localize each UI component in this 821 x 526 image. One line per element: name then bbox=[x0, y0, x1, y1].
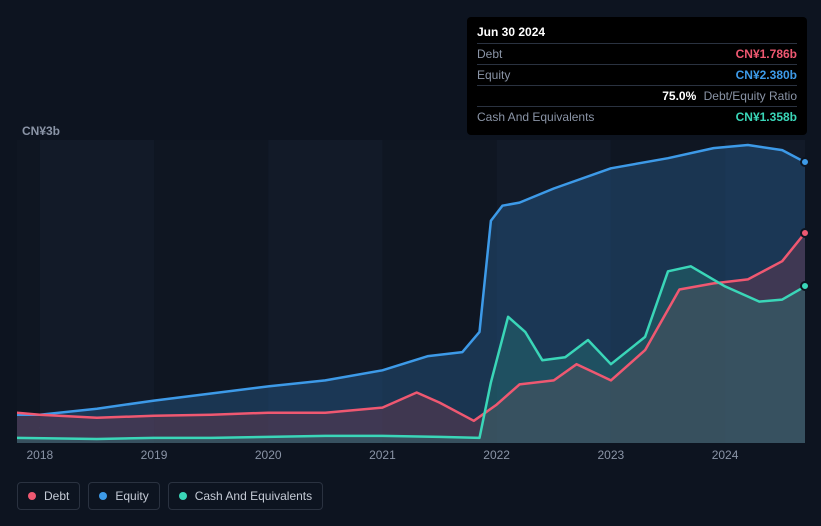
legend-item-debt[interactable]: Debt bbox=[17, 482, 80, 510]
tooltip-row-suffix: Debt/Equity Ratio bbox=[700, 89, 797, 103]
series-endpoint-cash bbox=[800, 281, 810, 291]
tooltip-date: Jun 30 2024 bbox=[477, 25, 797, 43]
legend-item-cash[interactable]: Cash And Equivalents bbox=[168, 482, 323, 510]
legend-dot-icon bbox=[179, 492, 187, 500]
tooltip-row-label: Equity bbox=[477, 68, 510, 82]
y-axis-label-max: CN¥3b bbox=[22, 124, 60, 138]
tooltip-row: Equity CN¥2.380b bbox=[477, 64, 797, 85]
x-axis-tick: 2022 bbox=[483, 448, 510, 462]
tooltip-row-label: Debt bbox=[477, 47, 502, 61]
tooltip-row: Cash And Equivalents CN¥1.358b bbox=[477, 106, 797, 127]
tooltip-row-label: Cash And Equivalents bbox=[477, 110, 594, 124]
legend-item-label: Equity bbox=[115, 489, 148, 503]
x-axis-tick: 2024 bbox=[712, 448, 739, 462]
tooltip-row-value: CN¥1.358b bbox=[736, 110, 797, 124]
series-endpoint-debt bbox=[800, 228, 810, 238]
legend-dot-icon bbox=[28, 492, 36, 500]
legend-item-label: Cash And Equivalents bbox=[195, 489, 312, 503]
legend-item-equity[interactable]: Equity bbox=[88, 482, 159, 510]
x-axis: 2018 2019 2020 2021 2022 2023 2024 bbox=[17, 448, 805, 468]
x-axis-tick: 2023 bbox=[597, 448, 624, 462]
chart-legend: Debt Equity Cash And Equivalents bbox=[17, 482, 323, 510]
tooltip-row: 75.0% Debt/Equity Ratio bbox=[477, 85, 797, 106]
legend-dot-icon bbox=[99, 492, 107, 500]
tooltip-row-value: CN¥2.380b bbox=[736, 68, 797, 82]
tooltip-row-value: 75.0% Debt/Equity Ratio bbox=[662, 89, 797, 103]
series-endpoint-equity bbox=[800, 157, 810, 167]
area-chart[interactable] bbox=[17, 140, 805, 443]
x-axis-tick: 2019 bbox=[141, 448, 168, 462]
x-axis-tick: 2018 bbox=[26, 448, 53, 462]
tooltip-row-value: CN¥1.786b bbox=[736, 47, 797, 61]
legend-item-label: Debt bbox=[44, 489, 69, 503]
tooltip-row: Debt CN¥1.786b bbox=[477, 43, 797, 64]
x-axis-tick: 2021 bbox=[369, 448, 396, 462]
chart-tooltip: Jun 30 2024 Debt CN¥1.786b Equity CN¥2.380b… bbox=[467, 17, 807, 135]
x-axis-tick: 2020 bbox=[255, 448, 282, 462]
